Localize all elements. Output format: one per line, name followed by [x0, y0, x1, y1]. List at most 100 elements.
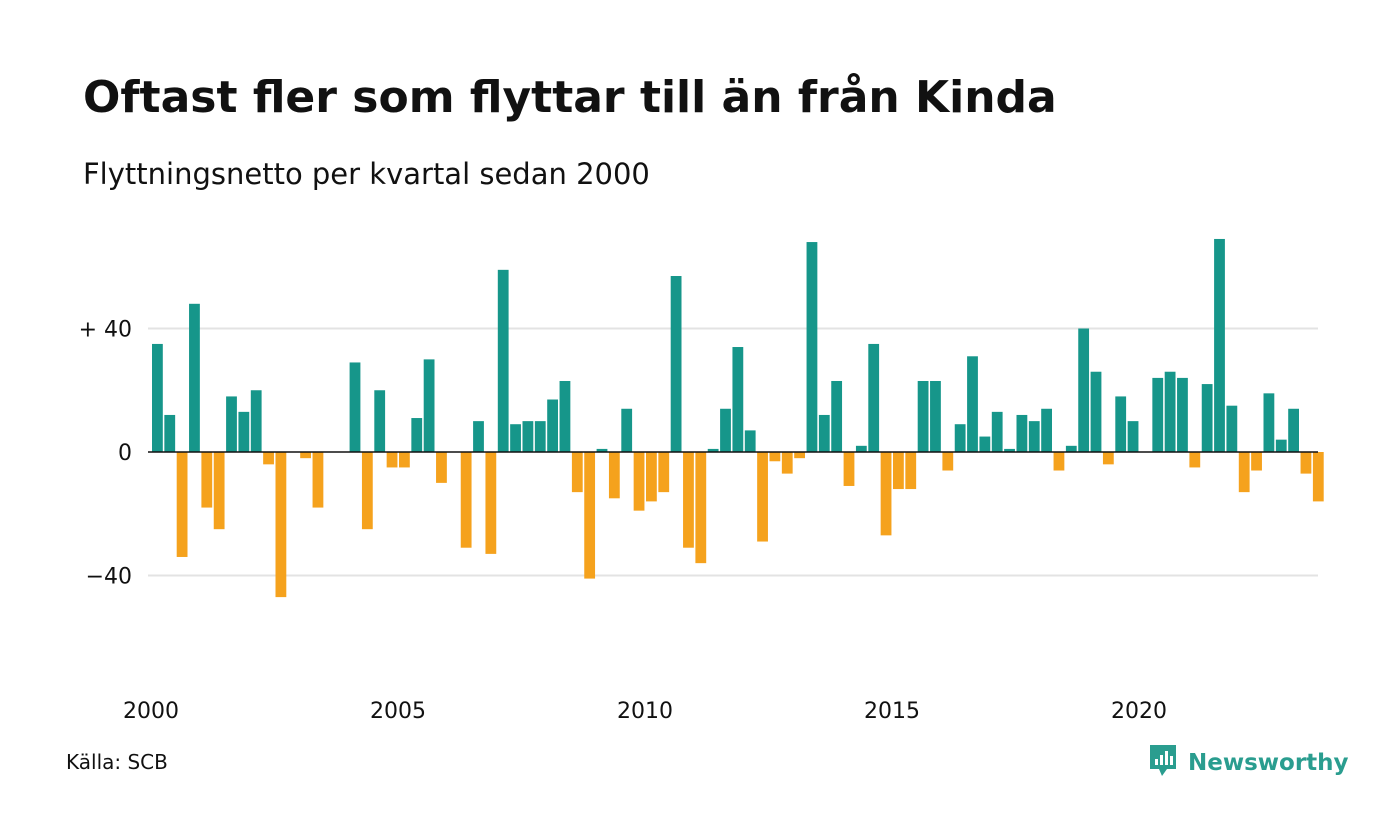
bar-2007K3 [522, 421, 534, 453]
bar-2008K4 [584, 452, 596, 579]
bar-2000K4 [189, 303, 200, 452]
bar-2023K1 [1288, 408, 1299, 452]
bar-2009K3 [621, 408, 633, 452]
bar-2004K4 [386, 452, 398, 468]
bar-2013K3 [818, 414, 830, 452]
x-tick-label: 2000 [123, 699, 179, 724]
bar-2017K4 [1028, 421, 1040, 453]
bar-2009K4 [633, 452, 645, 511]
chart-subtitle: Flyttningsnetto per kvartal sedan 2000 [83, 157, 650, 191]
bar-2019K3 [1115, 396, 1127, 452]
bar-2003K2 [312, 452, 324, 508]
bar-2009K1 [596, 448, 608, 452]
bar-2021K2 [1201, 384, 1213, 452]
bar-2015K3 [917, 380, 929, 452]
bar-2011K3 [720, 408, 731, 452]
source-note: Källa: SCB [66, 750, 168, 774]
bar-2012K4 [781, 452, 793, 474]
bar-2017K2 [1004, 448, 1015, 452]
bar-2020K3 [1164, 371, 1176, 452]
bar-2001K3 [226, 396, 237, 452]
brand-logo[interactable]: Newsworthy [1148, 744, 1349, 782]
bar-2022K1 [1238, 452, 1250, 493]
bar-2010K4 [683, 452, 694, 548]
bar-2012K3 [769, 452, 781, 462]
grid-lines [148, 327, 1318, 577]
bar-2016K4 [979, 436, 991, 452]
bar-2006K2 [460, 452, 472, 548]
bar-2021K4 [1226, 405, 1238, 452]
bar-2011K4 [732, 347, 744, 452]
y-tick-label: 0 [118, 441, 132, 466]
bar-2018K1 [1041, 408, 1052, 452]
bar-2014K1 [843, 452, 855, 486]
bar-2022K2 [1251, 452, 1262, 471]
y-tick-label: + 40 [79, 318, 132, 343]
bar-2008K2 [559, 380, 571, 452]
bar-2007K2 [510, 424, 521, 452]
bar-2011K1 [695, 452, 707, 564]
bar-2022K3 [1263, 393, 1275, 452]
axes: + 40 0 −40 2000 2005 2010 2015 2020 [79, 318, 1318, 724]
bar-2018K3 [1065, 445, 1077, 452]
bar-2018K2 [1053, 452, 1065, 471]
bar-2014K4 [880, 452, 892, 536]
bar-2020K2 [1152, 377, 1164, 452]
bar-2001K2 [213, 452, 225, 530]
bar-2019K2 [1102, 452, 1114, 465]
bar-2013K1 [794, 452, 805, 459]
bar-2021K1 [1189, 452, 1201, 468]
bar-2007K4 [534, 421, 546, 453]
bar-2005K1 [399, 452, 410, 468]
bar-2014K2 [855, 445, 867, 452]
bar-2009K2 [608, 452, 620, 499]
bar-2019K4 [1127, 421, 1139, 453]
bar-2005K2 [411, 418, 423, 452]
bar-2017K1 [991, 411, 1003, 452]
newsworthy-logo-icon [1148, 744, 1178, 782]
bar-2005K3 [423, 359, 435, 453]
x-tick-label: 2005 [370, 699, 426, 724]
bar-2020K4 [1177, 377, 1188, 452]
bar-2018K4 [1078, 328, 1090, 452]
bar-2005K4 [436, 452, 447, 483]
bar-2013K2 [806, 242, 818, 452]
bars [152, 238, 1324, 598]
bar-2015K2 [905, 452, 917, 490]
bar-2010K2 [658, 452, 670, 493]
bar-2023K3 [1312, 452, 1324, 502]
bar-2003K1 [300, 452, 311, 459]
bar-2019K1 [1090, 371, 1102, 452]
bar-2012K1 [744, 430, 756, 452]
bar-2016K1 [942, 452, 954, 471]
x-tick-label: 2020 [1111, 699, 1167, 724]
bar-2004K2 [361, 452, 373, 530]
bar-2001K1 [201, 452, 213, 508]
bar-2002K3 [275, 452, 287, 598]
bar-2006K4 [485, 452, 497, 554]
bar-2011K2 [707, 448, 719, 452]
bar-2002K2 [263, 452, 274, 465]
bar-2023K2 [1300, 452, 1312, 474]
bar-2013K4 [831, 380, 843, 452]
bar-2000K1 [152, 343, 163, 452]
bar-2012K2 [757, 452, 768, 542]
bar-2004K1 [349, 362, 361, 452]
bar-2016K2 [954, 424, 966, 452]
chart-title: Oftast fler som flyttar till än från Kin… [83, 72, 1057, 123]
bar-2016K3 [967, 356, 978, 452]
bar-2000K3 [176, 452, 188, 557]
bar-2022K4 [1275, 439, 1287, 452]
y-tick-label: −40 [86, 565, 132, 590]
bar-2021K3 [1214, 238, 1225, 452]
bar-2001K4 [238, 411, 250, 452]
x-tick-label: 2015 [864, 699, 920, 724]
bar-2014K3 [868, 343, 880, 452]
bar-2008K1 [547, 399, 558, 452]
bar-2010K3 [670, 276, 682, 452]
brand-name: Newsworthy [1188, 750, 1349, 776]
bar-2017K3 [1016, 414, 1028, 452]
bar-2000K2 [164, 414, 176, 452]
bar-2007K1 [497, 269, 509, 452]
